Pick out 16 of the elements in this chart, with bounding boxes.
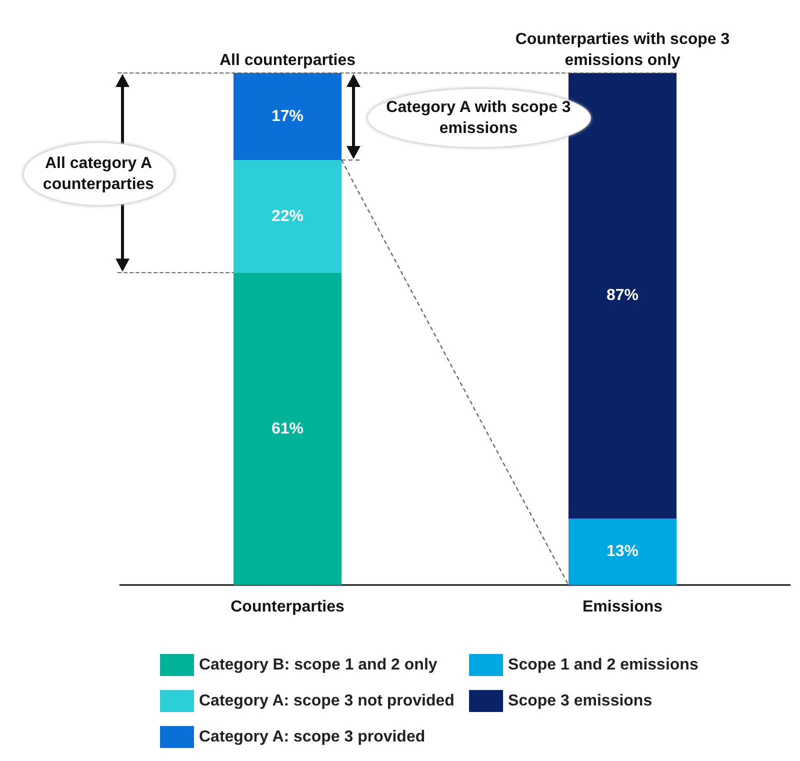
x-tick-label: Counterparties: [230, 598, 344, 616]
annotation: All category A counterparties: [22, 142, 174, 206]
data-label: 17%: [271, 108, 304, 126]
data-label: 22%: [271, 208, 304, 225]
legend-label: Scope 3 emissions: [508, 692, 652, 710]
annotation: All counterparties: [218, 51, 357, 71]
annotation: Counterparties with scope 3 emissions only: [514, 30, 731, 71]
x-tick-label: Emissions: [582, 598, 663, 616]
data-label: 61%: [271, 420, 304, 438]
legend-label: Category B: scope 1 and 2 only: [199, 656, 438, 674]
data-label: 87%: [606, 287, 639, 304]
legend-label: Category A: scope 3 provided: [199, 728, 426, 746]
annotation: Category A with scope 3 emissions: [366, 88, 590, 148]
data-label: 13%: [606, 543, 639, 560]
legend-label: Category A: scope 3 not provided: [199, 692, 454, 710]
legend-label: Scope 1 and 2 emissions: [508, 656, 698, 674]
